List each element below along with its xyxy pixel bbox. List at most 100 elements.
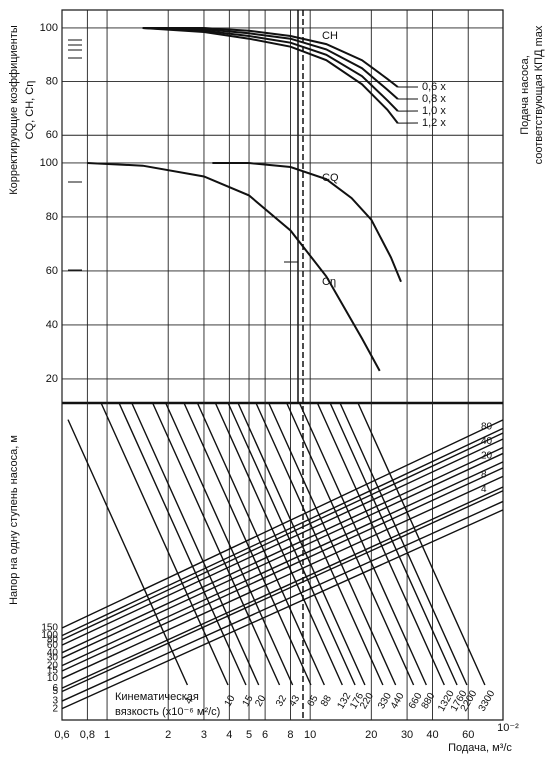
head-label: 3 (52, 696, 58, 707)
y-label-right: Подача насоса, (519, 55, 531, 135)
x-multiplier: 10⁻² (497, 722, 519, 734)
viscosity-line (286, 402, 415, 686)
x-tick-label: 4 (226, 729, 232, 741)
head-label: 100 (41, 630, 58, 641)
head-line (61, 461, 504, 667)
y-tick-label: 100 (40, 22, 58, 34)
head-line (61, 432, 504, 641)
x-tick-label: 8 (287, 729, 293, 741)
viscosity-line (329, 402, 458, 686)
head-label: 60 (47, 640, 59, 651)
y-tick-label: 60 (46, 129, 58, 141)
x-tick-label: 40 (426, 729, 438, 741)
viscosity-label: 43 (287, 693, 302, 709)
head-label: 80 (47, 634, 59, 645)
x-tick-label: 2 (165, 729, 171, 741)
head-label: 80 (481, 422, 493, 433)
head-label: 30 (47, 653, 59, 664)
y-tick-label: 20 (46, 373, 58, 385)
head-label: 5 (52, 686, 58, 697)
viscosity-line (100, 402, 229, 686)
y-label-right: соответствующая КПД max (533, 25, 545, 164)
x-tick-label: 1 (104, 729, 110, 741)
head-line (61, 500, 504, 702)
viscosity-label: 32 (274, 693, 289, 709)
curve (142, 27, 399, 100)
x-tick-label: 20 (365, 729, 377, 741)
head-line (61, 467, 504, 672)
viscosity-line (165, 402, 294, 686)
head-label: 8 (481, 470, 487, 481)
head-label: 6 (52, 683, 58, 694)
x-tick-label: 6 (262, 729, 268, 741)
head-line (61, 486, 504, 689)
viscosity-line (298, 402, 427, 686)
head-line (61, 427, 504, 637)
viscosity-label: 4 (183, 696, 196, 707)
viscosity-line (357, 402, 486, 686)
legend-label: 1,0 x (422, 105, 446, 117)
x-label: Подача, м³/с (448, 742, 512, 754)
viscosity-label: 10 (223, 693, 238, 709)
curve (212, 162, 402, 283)
x-tick-label: 10 (304, 729, 316, 741)
y-tick-label: 60 (46, 265, 58, 277)
curve-label: CH (322, 30, 338, 42)
x-tick-label: 0,6 (54, 729, 69, 741)
arrows (68, 39, 298, 271)
viscosity-line (268, 402, 397, 686)
head-label: 15 (47, 666, 59, 677)
viscosity-title: Кинематическая (115, 691, 199, 703)
viscosity-line (237, 402, 366, 686)
viscosity-label: 880 (420, 691, 438, 711)
viscosity-title: вязкость (x10⁻⁶ м²/с) (115, 706, 220, 718)
legend-label: 0,6 x (422, 81, 446, 93)
curve (142, 27, 399, 112)
viscosity-line (183, 402, 312, 686)
viscosity-label: 20 (253, 693, 268, 709)
curve (142, 27, 399, 88)
head-label: 20 (47, 660, 59, 671)
viscosity-line (255, 402, 384, 686)
y-label-lower: Напор на одну ступень насоса, м (8, 435, 20, 605)
curve-label: CQ (322, 172, 339, 184)
y-tick-label: 100 (40, 157, 58, 169)
head-label: 150 (41, 623, 58, 634)
curve (142, 27, 399, 124)
viscosity-label: 15 (241, 693, 256, 709)
viscosity-label: 65 (305, 693, 320, 709)
legend-label: 0,8 x (422, 93, 446, 105)
frame (61, 9, 504, 721)
y-tick-label: 80 (46, 211, 58, 223)
viscosity-line (339, 402, 468, 686)
viscosity-line (316, 402, 445, 686)
head-line (61, 475, 504, 680)
head-label: 40 (481, 436, 493, 447)
curve (87, 162, 381, 372)
viscosity-line (196, 402, 325, 686)
head-line (61, 438, 504, 646)
viscosity-line (118, 402, 247, 686)
y-tick-label: 80 (46, 76, 58, 88)
viscosity-label: 88 (319, 693, 334, 709)
head-line (61, 446, 504, 654)
viscosity-label: 3300 (477, 688, 498, 713)
viscosity-label: 440 (389, 691, 407, 711)
head-label: 40 (47, 647, 59, 658)
viscosity-line (131, 402, 260, 686)
viscosity-line (67, 419, 189, 686)
x-tick-label: 3 (201, 729, 207, 741)
head-label: 4 (481, 484, 487, 495)
y-label-symbols: CQ, CH, Cη (24, 81, 36, 140)
y-label-left: Корректирующие коэффициенты (8, 25, 20, 195)
head-line (61, 452, 504, 659)
head-label: 10 (47, 673, 59, 684)
legend-label: 1,2 x (422, 117, 446, 129)
head-label: 2 (52, 703, 58, 714)
x-tick-label: 5 (246, 729, 252, 741)
x-tick-label: 30 (401, 729, 413, 741)
y-tick-label: 40 (46, 319, 58, 331)
curve-label: Cη (322, 276, 336, 288)
viscosity-line (151, 402, 281, 686)
